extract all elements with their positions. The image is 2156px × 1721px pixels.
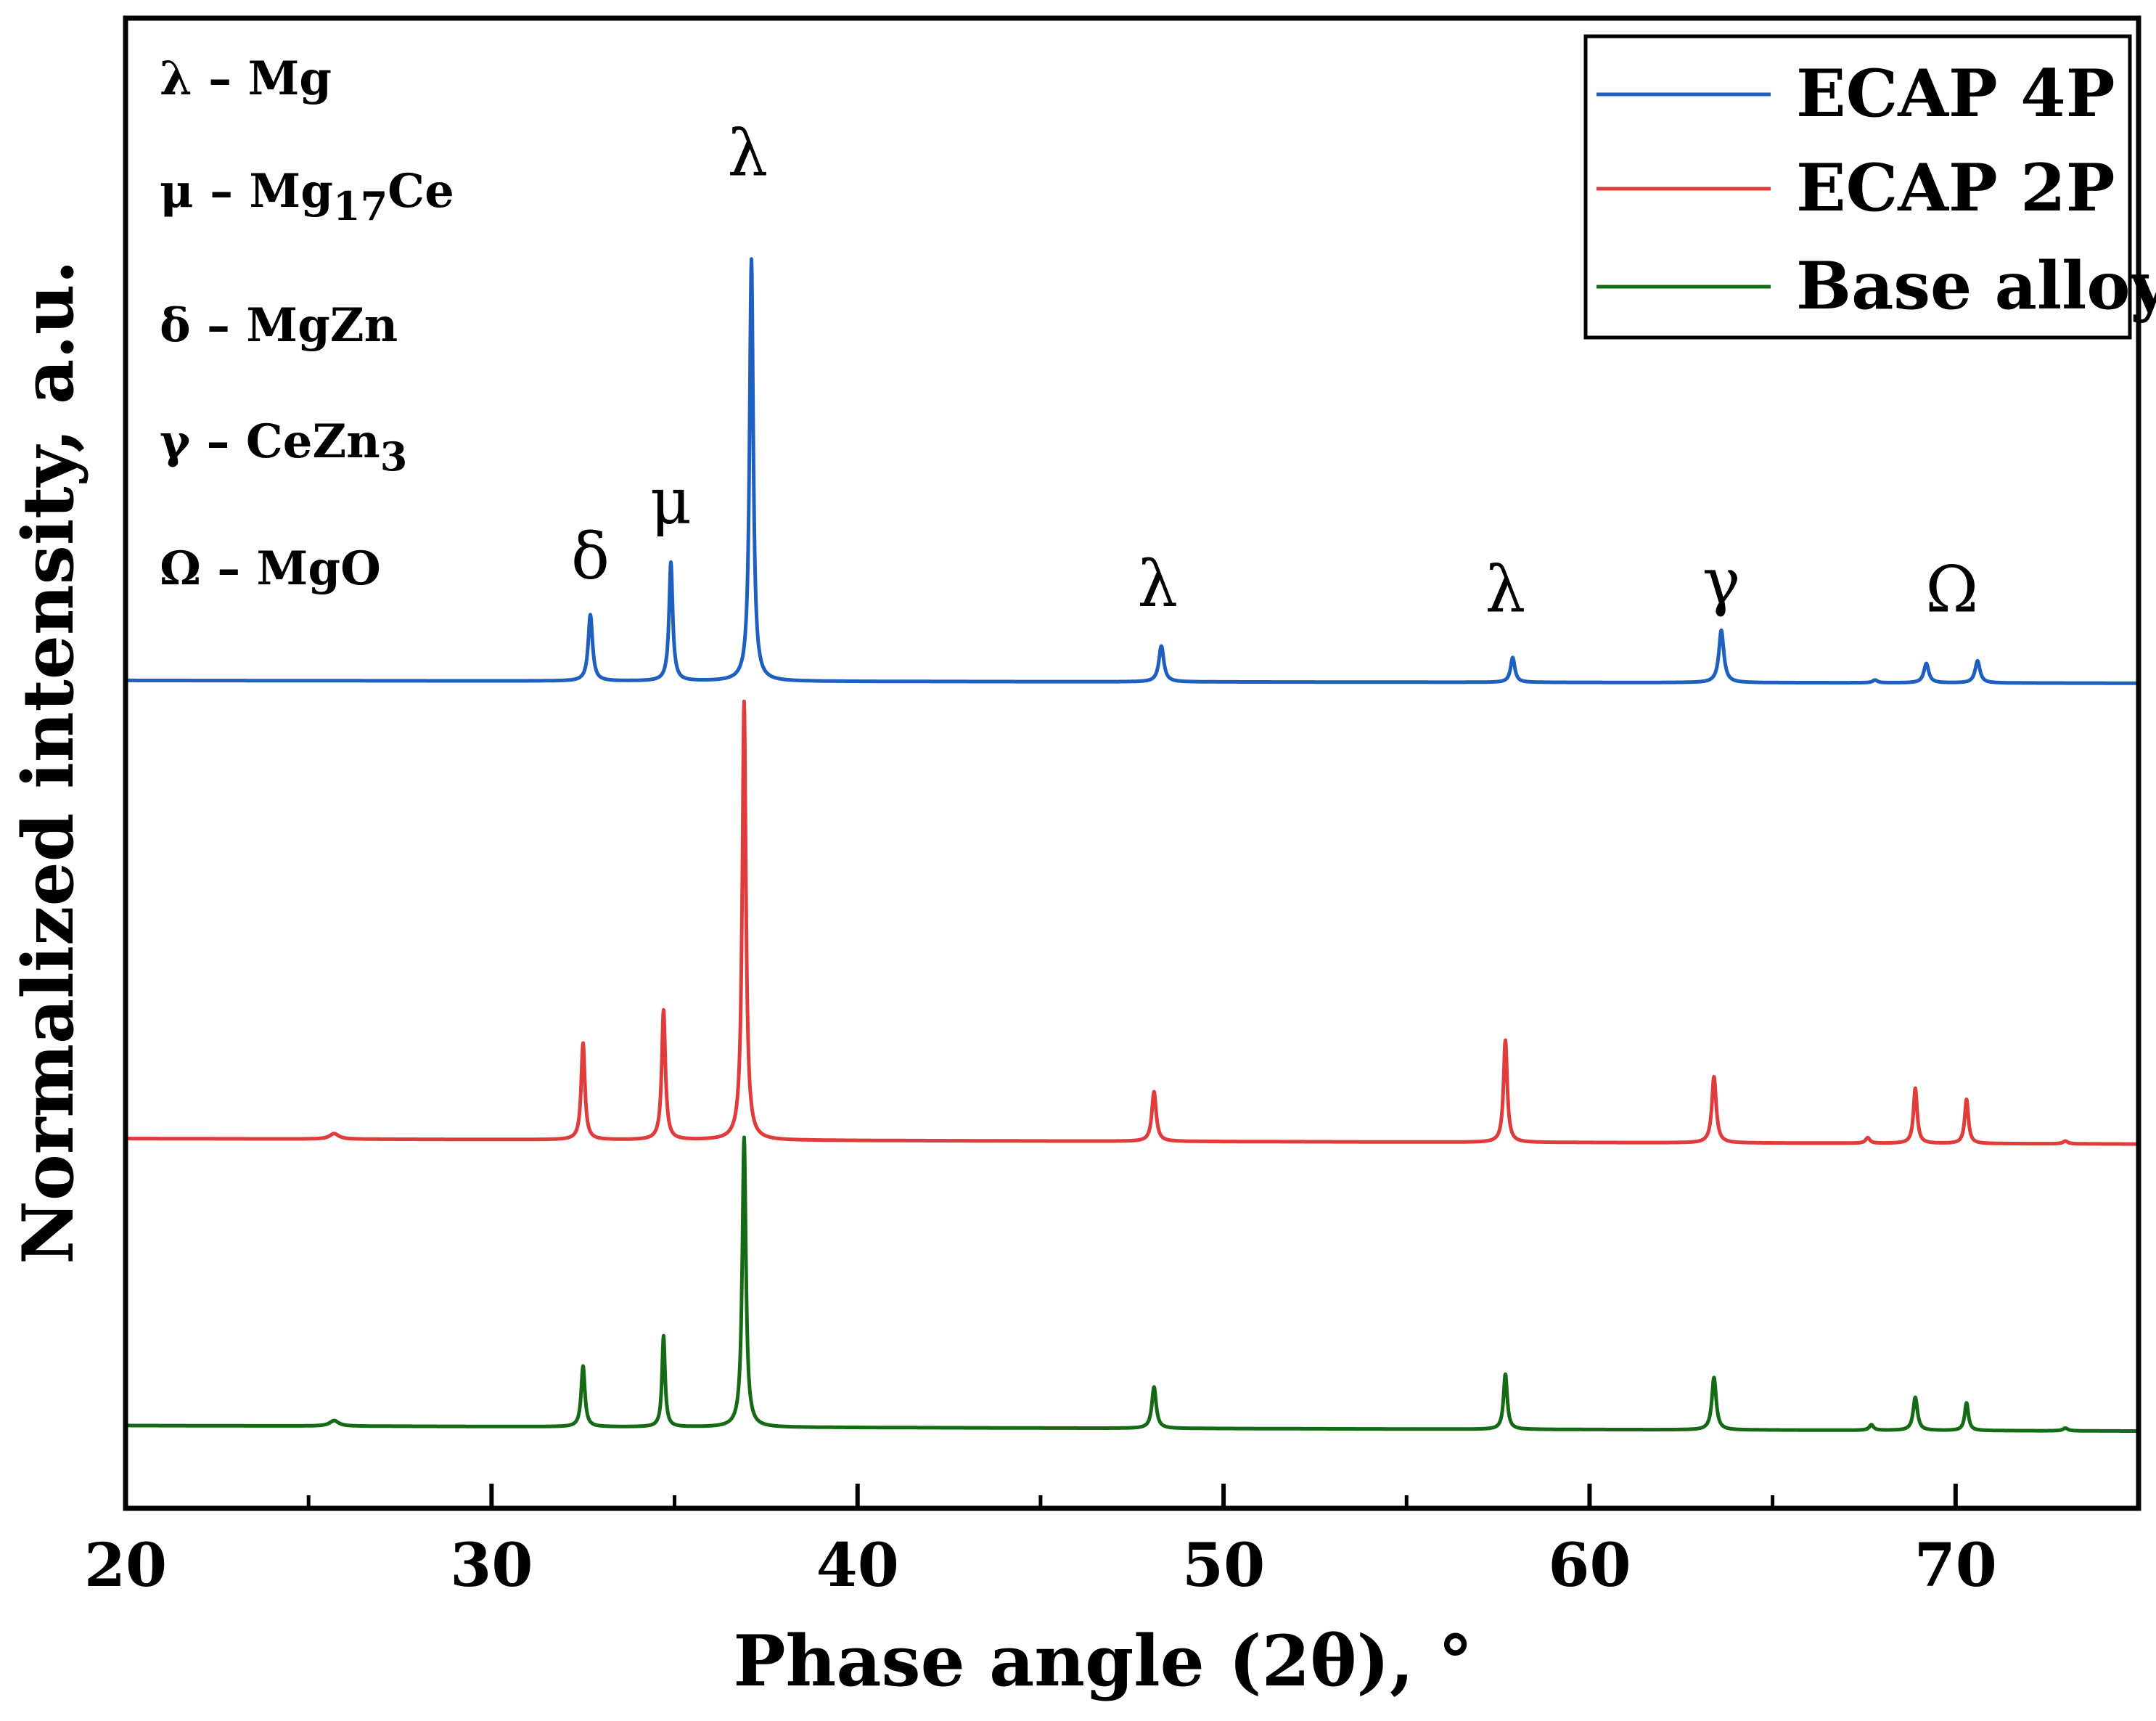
x-axis-ticks xyxy=(123,1484,2141,1508)
peak-label-0: δ xyxy=(571,519,610,594)
legend: ECAP 4P ECAP 2P Base alloy xyxy=(1583,34,2156,340)
peak-labels: δμ λ λ λ γ Ω xyxy=(571,116,1978,627)
series-layer xyxy=(124,257,2140,1433)
legend-label-0: ECAP 4P xyxy=(1796,55,2115,132)
plot-frame xyxy=(123,15,2141,1511)
phase-key-entry-2: δ – MgZn xyxy=(160,298,398,353)
series-line-2 xyxy=(124,1135,2140,1433)
x-tick-label-2: 40 xyxy=(816,1531,899,1601)
x-tick-label-3: 50 xyxy=(1182,1531,1265,1601)
x-tick-label-0: 20 xyxy=(84,1531,167,1601)
series-line-1 xyxy=(124,699,2140,1146)
x-tick-label-1: 30 xyxy=(450,1531,533,1601)
peak-label-3: λ xyxy=(1137,547,1178,621)
peak-label-4: λ xyxy=(1485,552,1526,626)
peak-label-6: Ω xyxy=(1925,552,1978,626)
x-tick-label-4: 60 xyxy=(1548,1531,1631,1601)
peak-label-1: μ xyxy=(650,464,692,539)
legend-label-2: Base alloy xyxy=(1796,248,2156,324)
x-axis-tick-labels: 20 30 40 50 60 70 xyxy=(84,1531,1997,1601)
phase-key-entry-3: γ – CeZn3 xyxy=(160,414,407,480)
phase-key-entry-1: μ – Mg17Ce xyxy=(160,164,454,229)
x-axis-title: Phase angle (2θ), ° xyxy=(733,1620,1472,1702)
phase-key: λ – Mg μ – Mg17Ce δ – MgZn γ – CeZn3 Ω – MgO xyxy=(160,52,454,596)
series-line-0 xyxy=(124,257,2140,685)
legend-label-1: ECAP 2P xyxy=(1796,150,2115,226)
x-tick-label-5: 70 xyxy=(1914,1531,1997,1601)
phase-key-entry-4: Ω – MgO xyxy=(160,541,381,596)
phase-key-entry-0: λ – Mg xyxy=(160,52,332,106)
y-axis-title: Normalized intensity, a.u. xyxy=(7,260,89,1264)
peak-label-2: λ xyxy=(728,116,768,191)
peak-label-5: γ xyxy=(1702,544,1741,618)
